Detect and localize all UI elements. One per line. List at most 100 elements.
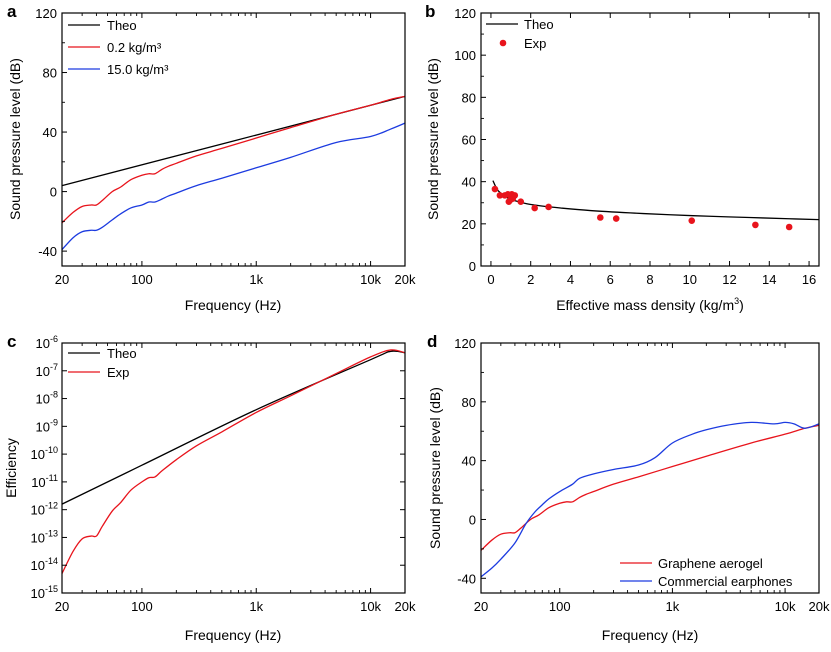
y-tick-label: 10-12 (31, 501, 58, 518)
y-tick-label: 40 (462, 454, 476, 469)
panel-b-ylabel: Sound pressure level (dB) (425, 58, 441, 220)
x-tick-label: 16 (802, 272, 816, 287)
x-tick-label: 20 (474, 599, 488, 614)
y-tick-label: 40 (462, 175, 476, 190)
x-tick-label: 100 (131, 599, 153, 614)
y-tick-label: 10-15 (31, 584, 58, 601)
data-point (612, 215, 620, 222)
x-tick-label: 10k (360, 599, 381, 614)
panel-b-xlabel: Effective mass density (kg/m3) (556, 296, 744, 313)
panel-c-series (61, 349, 406, 574)
y-tick-label: 0 (469, 259, 476, 274)
y-tick-label: 10-11 (31, 473, 58, 490)
series-line-15-0-kg-m (61, 122, 406, 251)
panel-c-ticks: 20 100 1k 10k 20k 10-15 10-14 10-13 10-12 10-11 10… (31, 334, 416, 614)
x-tick-label: 0 (487, 272, 494, 287)
panel-a: a 20 100 1k 10k 20k -40 0 40 80 120 Frequency (Hz… (7, 2, 416, 313)
x-tick-label: 10k (360, 272, 381, 287)
panel-a-xlabel: Frequency (Hz) (185, 297, 281, 313)
panel-c-frame (61, 342, 406, 594)
panel-c-ylabel: Efficiency (3, 438, 19, 498)
data-point (496, 192, 504, 199)
legend-label-0.2: 0.2 kg/m³ (107, 40, 162, 55)
series-line-0-2-kg-m (61, 95, 406, 224)
data-point (752, 221, 759, 229)
y-tick-label: 10-7 (36, 362, 58, 379)
x-tick-label: 4 (567, 272, 574, 287)
panel-d-xlabel: Frequency (Hz) (602, 627, 698, 643)
x-tick-label: 1k (666, 599, 680, 614)
data-point (491, 185, 499, 193)
panel-letter-c: c (7, 332, 16, 351)
y-tick-label: 0 (50, 185, 57, 200)
y-tick-label: 20 (462, 217, 476, 232)
legend-label-15.0: 15.0 kg/m³ (107, 62, 169, 77)
y-tick-label: 120 (454, 6, 476, 21)
y-tick-label: -40 (38, 244, 57, 259)
x-tick-label: 100 (549, 599, 571, 614)
panel-d: d 20 100 1k 10k 20k -40 0 40 80 120 Frequency (Hz… (427, 332, 830, 643)
series-line-theo (492, 180, 820, 221)
series-line-exp (61, 349, 406, 574)
panel-a-legend: Theo 0.2 kg/m³ 15.0 kg/m³ (68, 18, 169, 77)
x-tick-label: 10k (775, 599, 796, 614)
panel-d-series (480, 421, 820, 578)
panel-b-legend: Theo Exp (486, 17, 554, 51)
data-point (511, 192, 519, 199)
y-tick-label: 0 (469, 512, 476, 527)
panel-d-frame (480, 342, 820, 594)
panel-a-ticks: 20 100 1k 10k 20k -40 0 40 80 120 (35, 6, 416, 287)
panel-a-frame (61, 12, 406, 267)
y-tick-label: 10-9 (36, 417, 58, 434)
data-point (785, 223, 793, 231)
y-tick-label: 60 (462, 133, 476, 148)
y-tick-label: 10-13 (31, 528, 58, 545)
series-line-theo (61, 350, 406, 505)
panel-b-ticks: 0 2 4 6 8 10 12 14 16 0 20 40 60 80 100 120 (454, 6, 816, 287)
panel-d-ylabel: Sound pressure level (dB) (427, 387, 443, 549)
legend-label-theo: Theo (524, 17, 554, 32)
panel-a-ylabel: Sound pressure level (dB) (7, 58, 23, 220)
y-tick-label: 100 (454, 48, 476, 63)
panel-c: c 20 100 1k 10k 20k 10-15 10-14 10-13 10-12 10-11… (3, 332, 416, 643)
panel-letter-b: b (425, 2, 435, 21)
x-tick-label: 8 (646, 272, 653, 287)
panel-d-legend: Graphene aerogel Commercial earphones (620, 556, 793, 589)
x-tick-label: 1k (249, 272, 263, 287)
data-point (545, 203, 552, 211)
data-point (517, 198, 525, 205)
panel-b-series (491, 180, 820, 231)
y-tick-label: 10-10 (31, 445, 58, 462)
x-tick-label: 6 (607, 272, 614, 287)
x-tick-label: 14 (762, 272, 776, 287)
y-tick-label: 10-14 (31, 556, 58, 573)
legend-marker-exp (499, 39, 507, 47)
y-tick-label: 120 (35, 6, 57, 21)
series-line-commercial-earphones (480, 421, 820, 578)
x-tick-label: 20k (395, 599, 416, 614)
legend-label-exp: Exp (524, 36, 546, 51)
legend-label-commercial: Commercial earphones (658, 574, 793, 589)
data-point (531, 204, 538, 212)
x-tick-label: 20k (809, 599, 830, 614)
y-tick-label: -40 (457, 571, 476, 586)
y-tick-label: 80 (462, 90, 476, 105)
x-tick-label: 2 (527, 272, 534, 287)
panel-c-legend: Theo Exp (68, 346, 137, 380)
panel-d-ticks: 20 100 1k 10k 20k -40 0 40 80 120 (454, 336, 830, 614)
panel-letter-d: d (427, 332, 437, 351)
legend-label-graphene: Graphene aerogel (658, 556, 763, 571)
panel-b: b 0 2 4 6 8 10 12 14 16 0 20 40 60 80 100 120 Effective… (425, 2, 820, 313)
x-tick-label: 12 (722, 272, 736, 287)
x-tick-label: 20k (395, 272, 416, 287)
y-tick-label: 10-6 (36, 334, 58, 351)
y-tick-label: 120 (454, 336, 476, 351)
panel-c-xlabel: Frequency (Hz) (185, 627, 281, 643)
x-tick-label: 20 (55, 599, 69, 614)
data-point (688, 217, 696, 224)
y-tick-label: 40 (43, 125, 57, 140)
legend-label-theo: Theo (107, 346, 137, 361)
x-tick-label: 100 (131, 272, 153, 287)
legend-label-exp: Exp (107, 365, 129, 380)
x-tick-label: 10 (683, 272, 697, 287)
